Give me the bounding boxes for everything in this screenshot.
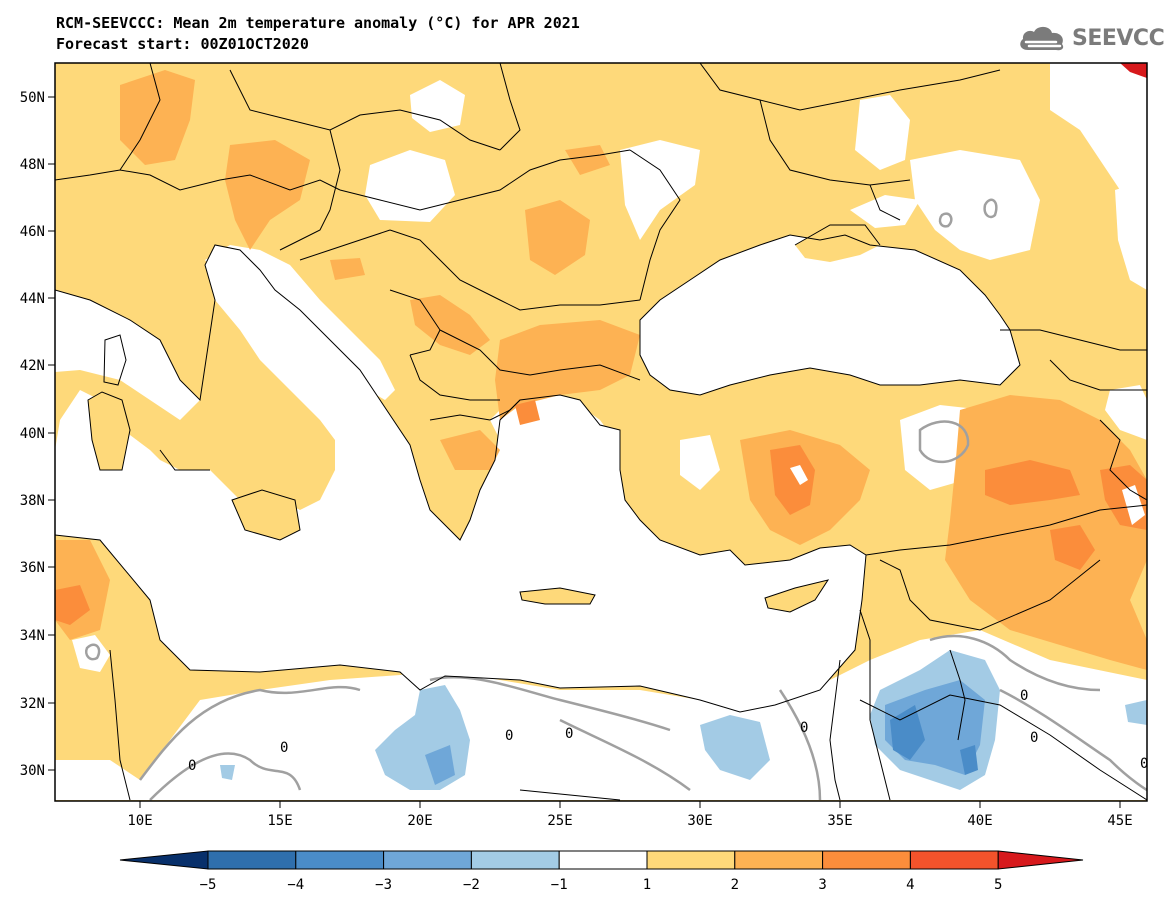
black-sea bbox=[640, 235, 1020, 395]
lat-label: 46N bbox=[20, 224, 45, 240]
lat-label: 50N bbox=[20, 90, 45, 106]
colorbar-label: −4 bbox=[287, 877, 304, 893]
neutral-patch-1 bbox=[365, 150, 455, 222]
map-area: 0 0 0 0 0 0 0 0 bbox=[55, 63, 1148, 801]
adriatic-sea bbox=[205, 245, 395, 400]
lat-label: 48N bbox=[20, 157, 45, 173]
mediterranean-sea bbox=[55, 245, 866, 712]
lon-label: 40E bbox=[967, 813, 992, 829]
colorbar-label: 3 bbox=[818, 877, 826, 893]
sicily bbox=[232, 490, 300, 540]
colorbar-segment bbox=[295, 850, 385, 870]
ligurian-sea bbox=[55, 290, 200, 420]
country-borders bbox=[55, 63, 1147, 801]
contour-label: 0 bbox=[1030, 730, 1038, 746]
map-frame bbox=[54, 62, 1148, 802]
hot-spot-ne bbox=[1120, 63, 1147, 78]
neutral-hole-1 bbox=[790, 465, 808, 485]
lat-label: 32N bbox=[20, 696, 45, 712]
lon-label: 20E bbox=[407, 813, 432, 829]
lon-label: 25E bbox=[547, 813, 572, 829]
lat-label: 42N bbox=[20, 358, 45, 374]
colorbar-arrow-hot bbox=[997, 850, 1084, 870]
contour-label: 0 bbox=[188, 758, 196, 774]
cloud-icon bbox=[1020, 26, 1064, 51]
longitude-labels: 10E 15E 20E 25E 30E 35E 40E 45E bbox=[127, 813, 1132, 829]
contour-label: 0 bbox=[280, 740, 288, 756]
colorbar-label: 2 bbox=[731, 877, 739, 893]
crimea bbox=[795, 225, 880, 262]
lat-label: 38N bbox=[20, 493, 45, 509]
neutral-patch-3 bbox=[620, 140, 700, 240]
lat-label: 36N bbox=[20, 560, 45, 576]
colorbar-segment bbox=[734, 850, 824, 870]
contour-label: 0 bbox=[1140, 756, 1148, 772]
neutral-patch-9 bbox=[72, 635, 110, 672]
colorbar-label: −1 bbox=[551, 877, 568, 893]
lon-label: 30E bbox=[687, 813, 712, 829]
contour-label: 0 bbox=[505, 728, 513, 744]
colorbar-label: 4 bbox=[906, 877, 914, 893]
lat-label: 34N bbox=[20, 628, 45, 644]
colorbar-segment bbox=[470, 850, 560, 870]
colorbar-label: 1 bbox=[643, 877, 651, 893]
neutral-patch-5 bbox=[910, 150, 1040, 260]
cyprus bbox=[765, 580, 828, 612]
colorbar-segment bbox=[909, 850, 999, 870]
colorbar-segment bbox=[207, 850, 297, 870]
forecast-start: Forecast start: 00Z01OCT2020 bbox=[56, 35, 309, 53]
sardinia bbox=[88, 392, 130, 470]
neutral-patch-10 bbox=[1115, 180, 1147, 290]
colorbar-arrow-cold bbox=[119, 850, 209, 870]
colorbar-label: 5 bbox=[994, 877, 1002, 893]
neutral-patch-7 bbox=[680, 435, 720, 490]
colorbar-segment bbox=[822, 850, 911, 870]
logo-text: SEEVCCC bbox=[1072, 25, 1165, 51]
cool-anomaly-regions bbox=[220, 650, 1147, 790]
crete bbox=[520, 588, 595, 604]
neutral-patch-4 bbox=[855, 95, 910, 170]
contour-label: 0 bbox=[800, 720, 808, 736]
lat-label: 40N bbox=[20, 426, 45, 442]
lon-label: 10E bbox=[127, 813, 152, 829]
longitude-axis bbox=[139, 801, 1121, 808]
colorbar-label: −2 bbox=[463, 877, 480, 893]
colorbar-segment bbox=[558, 850, 648, 870]
lon-label: 15E bbox=[267, 813, 292, 829]
lon-label: 45E bbox=[1107, 813, 1132, 829]
latitude-axis bbox=[48, 96, 55, 771]
sea-of-azov bbox=[850, 195, 920, 228]
colorbar bbox=[119, 850, 1084, 870]
lon-label: 35E bbox=[827, 813, 852, 829]
lat-label: 44N bbox=[20, 291, 45, 307]
seevccc-logo: SEEVCCC bbox=[1016, 22, 1165, 54]
contour-label: 0 bbox=[565, 726, 573, 742]
colorbar-label: −3 bbox=[375, 877, 392, 893]
colorbar-segment bbox=[383, 850, 472, 870]
neutral-zone-south bbox=[55, 630, 1147, 800]
colorbar-segment bbox=[646, 850, 736, 870]
neutral-hole-2 bbox=[1122, 485, 1145, 525]
neutral-ne bbox=[1050, 63, 1147, 200]
contour-labels: 0 0 0 0 0 0 0 0 bbox=[188, 688, 1148, 774]
neutral-patch-8 bbox=[1105, 385, 1147, 440]
colorbar-label: −5 bbox=[200, 877, 217, 893]
zero-contour-lines bbox=[85, 198, 1147, 801]
neutral-patch-2 bbox=[410, 80, 465, 132]
aegean-sea bbox=[490, 400, 625, 560]
map-title: RCM-SEEVCCC: Mean 2m temperature anomaly… bbox=[56, 14, 580, 32]
lat-label: 30N bbox=[20, 763, 45, 779]
colorbar-labels: −5 −4 −3 −2 −1 1 2 3 4 5 bbox=[200, 877, 1003, 893]
latitude-labels: 50N 48N 46N 44N 42N 40N 38N 36N 34N 32N … bbox=[20, 90, 45, 779]
contour-label: 0 bbox=[1020, 688, 1028, 704]
